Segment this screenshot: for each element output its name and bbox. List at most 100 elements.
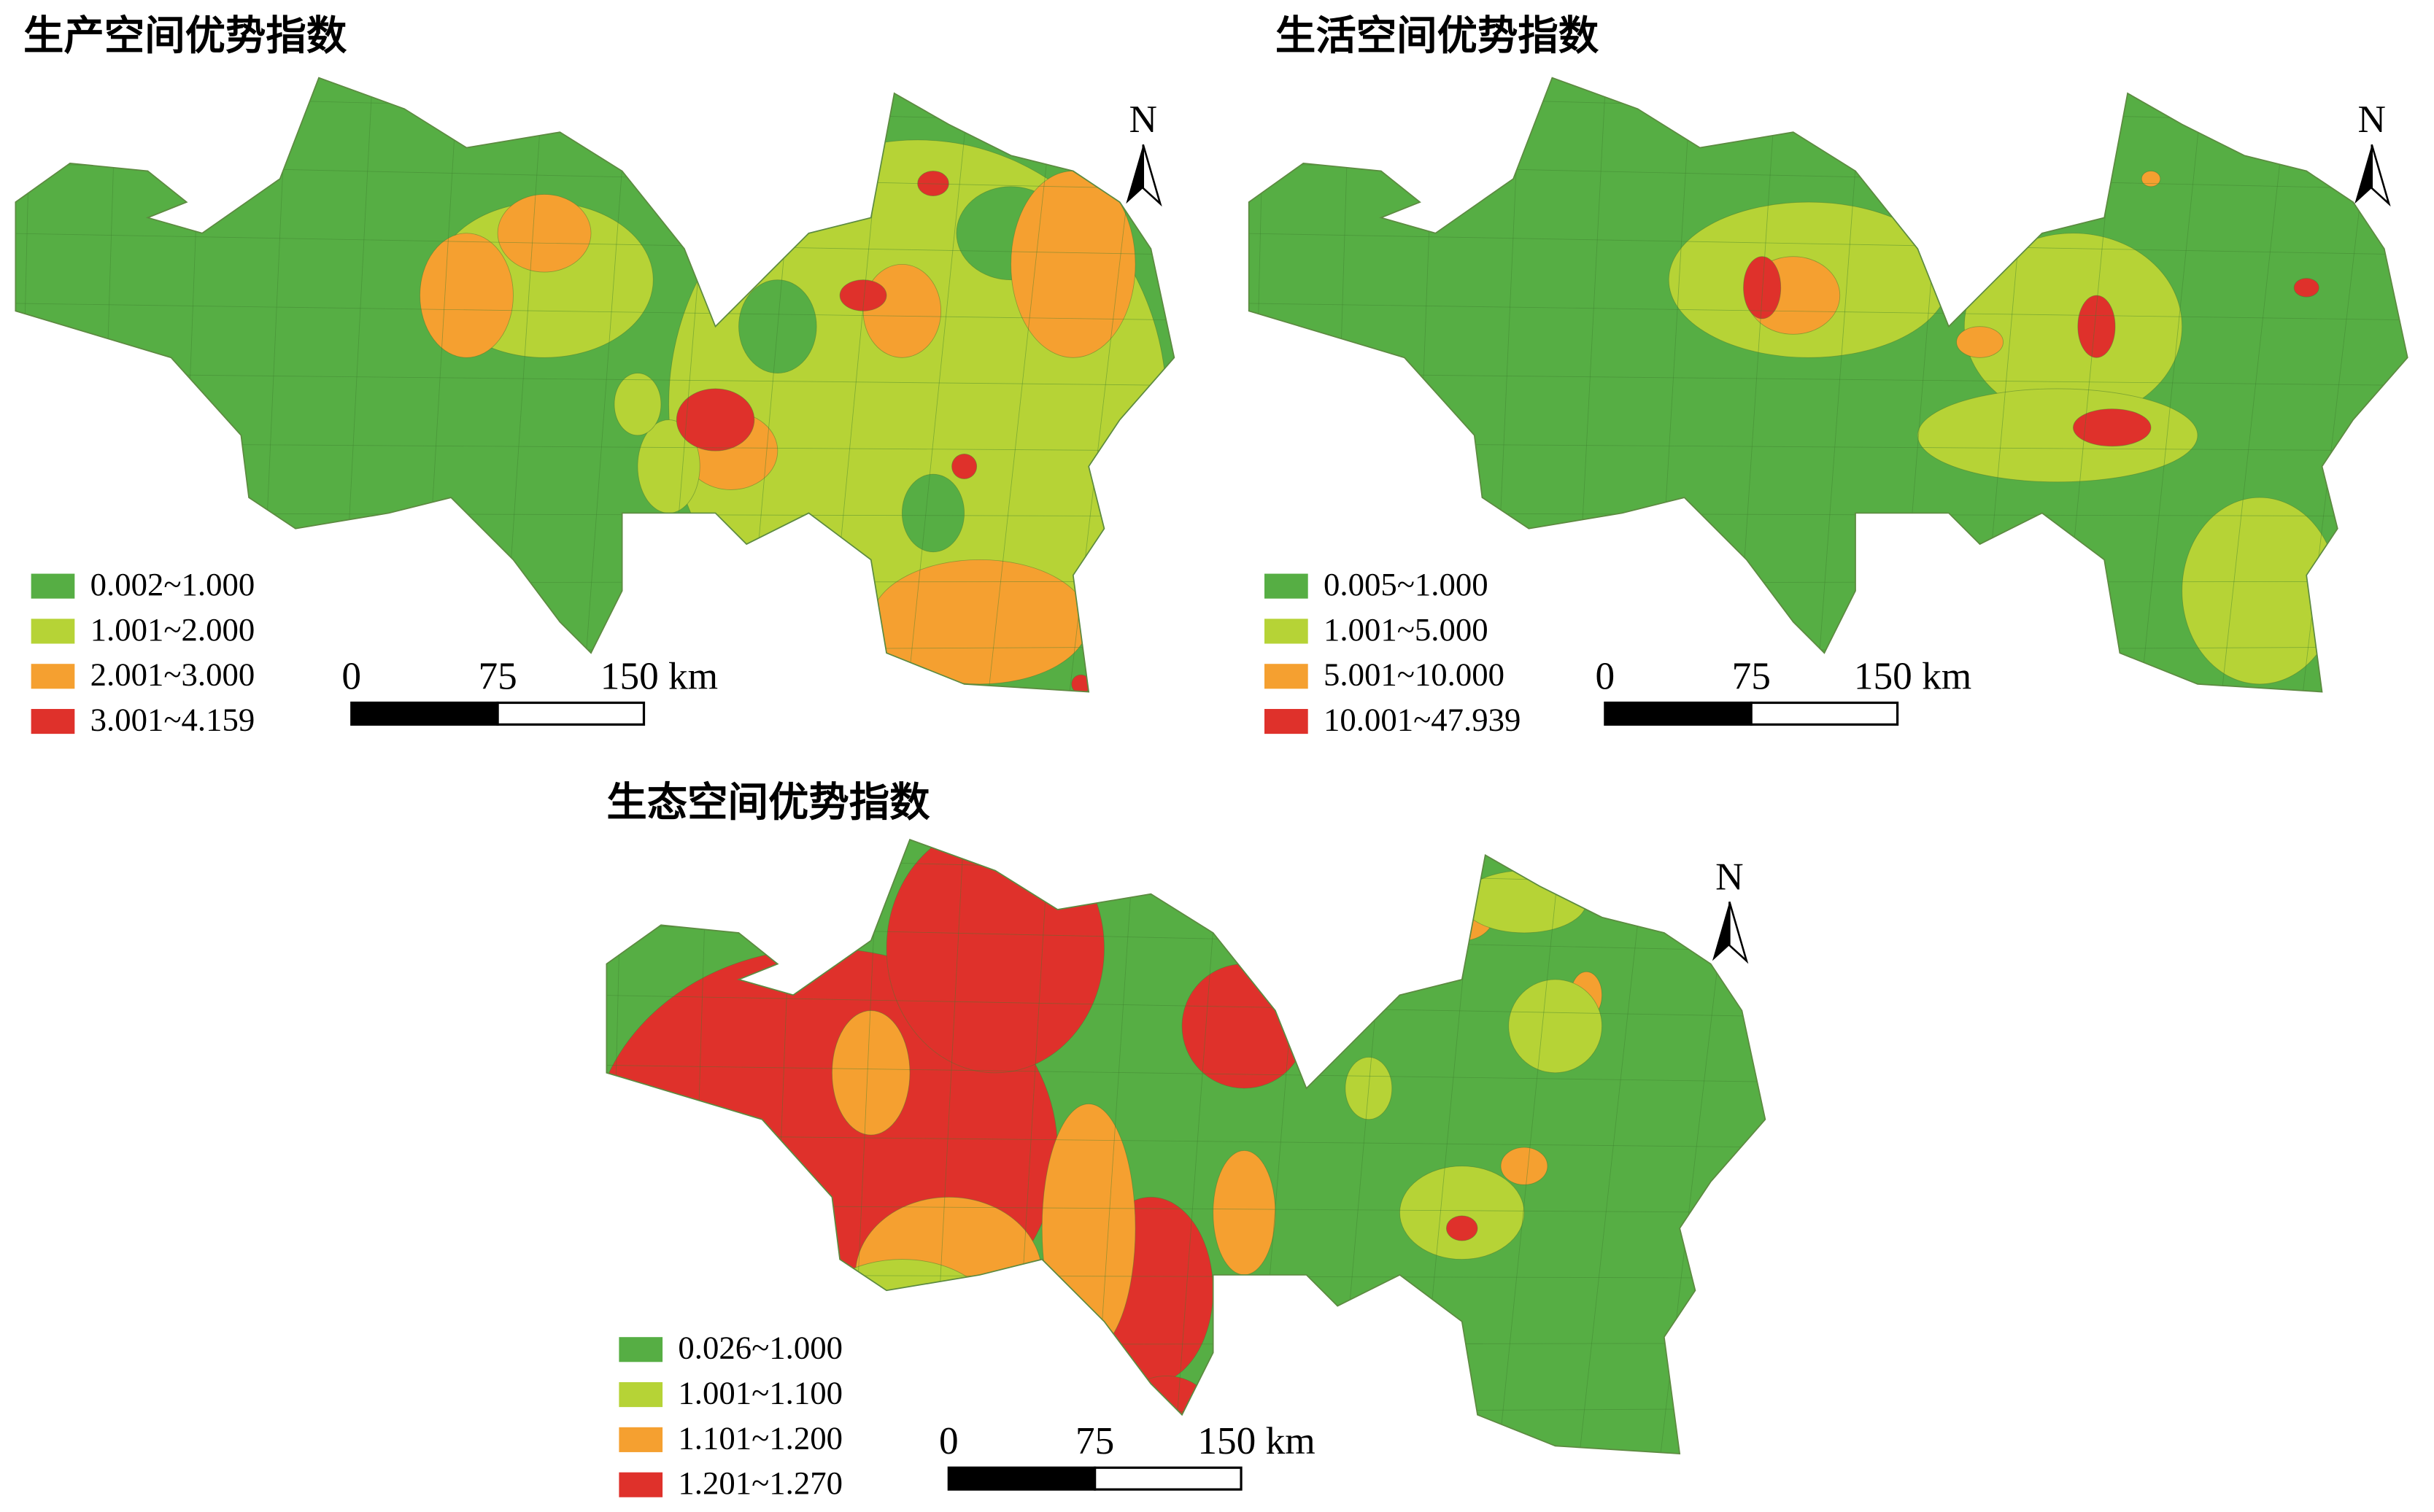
boundary xyxy=(2219,77,2292,692)
legend-label: 3.001~4.159 xyxy=(90,701,255,737)
map-region xyxy=(917,171,949,197)
panel: 生活空间优势指数 0.005~1.000 1.001~5.000 5.001~10.0… xyxy=(1248,13,2408,737)
panel: 生产空间优势指数 0.002~1.000 1.001~2.000 2.001~3.00… xyxy=(15,13,1175,737)
legend-label: 1.001~5.000 xyxy=(1324,611,1488,648)
map-region xyxy=(614,373,662,436)
map-region xyxy=(870,559,1089,685)
boundary xyxy=(1577,840,1649,1454)
scale-label: 0 xyxy=(939,1419,959,1462)
boundary xyxy=(905,77,973,692)
scale-bar-white xyxy=(1094,1466,1243,1491)
map-outline xyxy=(15,77,1175,693)
legend-label: 1.001~2.000 xyxy=(90,611,255,648)
map-region xyxy=(1956,326,2004,358)
boundary xyxy=(606,840,623,1454)
map-region xyxy=(862,263,942,358)
legend-swatch xyxy=(31,619,75,644)
map-region xyxy=(1213,1149,1276,1276)
legend-label: 10.001~47.939 xyxy=(1324,701,1521,737)
legend-swatch xyxy=(619,1472,663,1497)
map-region xyxy=(2141,171,2161,187)
legend-label: 1.201~1.270 xyxy=(678,1465,843,1501)
scale-bar-black xyxy=(1604,701,1753,726)
map-region xyxy=(1181,964,1307,1089)
map-region xyxy=(1345,1057,1393,1120)
scale-bar-white xyxy=(496,701,646,726)
north-arrow xyxy=(1712,902,1730,961)
map-outline xyxy=(1248,77,2408,693)
legend-swatch xyxy=(619,1427,663,1452)
scale-label: 0 xyxy=(341,654,361,697)
north-arrow xyxy=(1126,144,1143,204)
scale-label: 75 xyxy=(1732,654,1771,697)
legend-swatch xyxy=(619,1382,663,1408)
map-region xyxy=(1508,979,1603,1074)
panel-title: 生产空间优势指数 xyxy=(23,13,347,60)
boundary xyxy=(1248,93,2408,125)
north-arrow xyxy=(2354,144,2372,204)
scale-bar-black xyxy=(947,1466,1097,1491)
panel-title: 生态空间优势指数 xyxy=(606,780,930,826)
map-region xyxy=(420,233,514,358)
scale-label: 150 km xyxy=(1197,1419,1315,1462)
legend-label: 1.001~1.100 xyxy=(678,1374,843,1411)
boundary xyxy=(606,854,1766,887)
map-region xyxy=(2293,278,2319,298)
map-region xyxy=(2182,497,2338,685)
north-arrow xyxy=(2371,144,2391,207)
map-region xyxy=(951,454,978,479)
boundary xyxy=(2138,77,2206,692)
boundary xyxy=(1248,233,2408,256)
scale-label: 150 km xyxy=(1854,654,1971,697)
map-region xyxy=(1399,1166,1525,1260)
map-region xyxy=(839,279,887,311)
map-region xyxy=(886,840,1105,1074)
legend-swatch xyxy=(31,573,75,599)
panel-title: 生活空间优势指数 xyxy=(1275,13,1599,60)
north-label: N xyxy=(1715,855,1743,898)
boundary xyxy=(15,373,1175,387)
scale-label: 75 xyxy=(478,654,517,697)
legend-label: 0.002~1.000 xyxy=(90,566,255,602)
north-label: N xyxy=(2357,98,2385,141)
scale-label: 150 km xyxy=(600,654,718,697)
boundary xyxy=(15,77,32,692)
boundary xyxy=(15,93,1175,125)
boundary xyxy=(1248,77,1265,692)
legend-swatch xyxy=(1264,619,1308,644)
boundary xyxy=(1248,303,2408,321)
map-region xyxy=(676,388,755,451)
legend-label: 0.005~1.000 xyxy=(1324,566,1488,602)
boundary xyxy=(606,994,1766,1017)
map-region xyxy=(1041,1104,1136,1353)
boundary xyxy=(986,77,1058,692)
north-arrow xyxy=(1728,901,1749,964)
boundary xyxy=(15,303,1175,321)
map-region xyxy=(1011,171,1136,358)
boundary xyxy=(606,1064,1766,1083)
boundary xyxy=(15,233,1175,256)
map-region xyxy=(901,473,965,553)
legend-swatch xyxy=(1264,709,1308,734)
map-outline xyxy=(606,838,1766,1454)
legend-label: 0.026~1.000 xyxy=(678,1330,843,1366)
scale-bar-white xyxy=(1750,701,1899,726)
legend-label: 5.001~10.000 xyxy=(1324,656,1504,693)
map-region xyxy=(497,194,592,273)
legend-swatch xyxy=(1264,573,1308,599)
legend-label: 1.101~1.200 xyxy=(678,1419,843,1456)
scale-bar-black xyxy=(350,701,499,726)
legend-swatch xyxy=(31,709,75,734)
boundary xyxy=(1496,840,1564,1454)
north-label: N xyxy=(1129,98,1157,141)
scale-label: 75 xyxy=(1075,1419,1114,1462)
map-region xyxy=(1500,1147,1548,1185)
legend-label: 2.001~3.000 xyxy=(90,656,255,693)
legend-swatch xyxy=(31,664,75,689)
map-region xyxy=(831,1010,911,1136)
map-region xyxy=(1445,1215,1478,1241)
panel: 生态空间优势指数 0.026~1.000 1.001~1.100 1.101~1.20… xyxy=(606,780,1766,1501)
boundary xyxy=(606,1134,1766,1148)
map-region xyxy=(1743,256,1782,319)
